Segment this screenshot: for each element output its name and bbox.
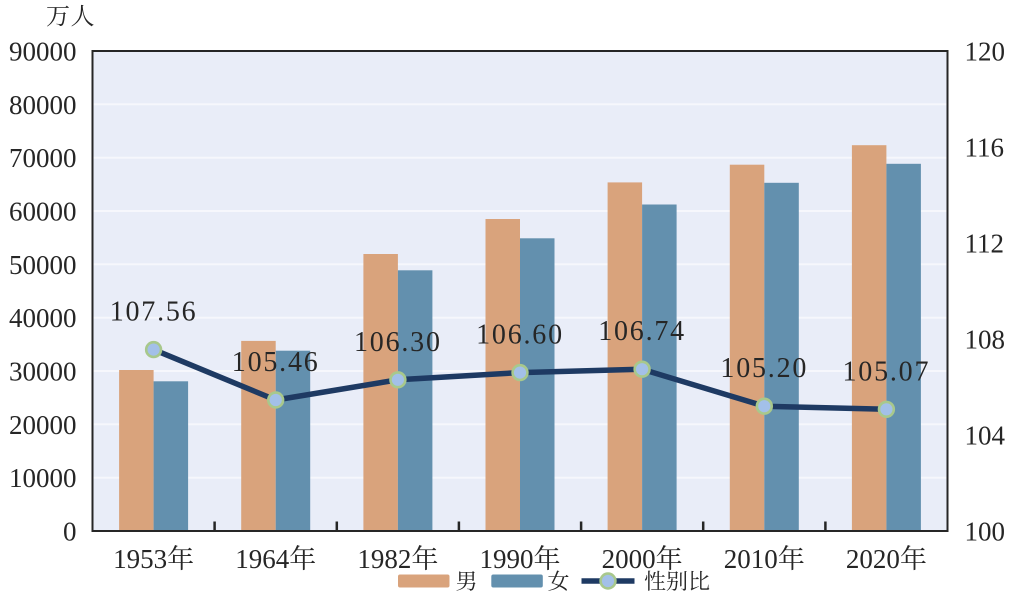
svg-text:10000: 10000 (9, 463, 77, 493)
svg-text:105.20: 105.20 (720, 353, 808, 384)
svg-text:1990: 1990 (480, 544, 534, 574)
svg-text:60000: 60000 (9, 197, 77, 227)
svg-text:80000: 80000 (9, 90, 77, 120)
svg-text:1953: 1953 (113, 544, 167, 574)
svg-text:120: 120 (965, 37, 1006, 67)
svg-text:1982: 1982 (357, 544, 411, 574)
svg-text:0: 0 (63, 517, 77, 547)
svg-text:106.30: 106.30 (354, 327, 442, 358)
svg-text:20000: 20000 (9, 410, 77, 440)
svg-text:30000: 30000 (9, 357, 77, 387)
svg-text:40000: 40000 (9, 303, 77, 333)
svg-text:107.56: 107.56 (110, 297, 198, 328)
svg-text:1964: 1964 (235, 544, 290, 574)
svg-text:50000: 50000 (9, 250, 77, 280)
svg-text:105.07: 105.07 (842, 356, 930, 387)
svg-text:108: 108 (965, 325, 1006, 355)
svg-text:2020: 2020 (846, 544, 900, 574)
svg-text:2000: 2000 (602, 544, 656, 574)
svg-text:2010: 2010 (724, 544, 778, 574)
svg-text:106.74: 106.74 (598, 316, 686, 347)
svg-text:116: 116 (965, 133, 1005, 163)
svg-text:70000: 70000 (9, 143, 77, 173)
svg-text:90000: 90000 (9, 37, 77, 67)
svg-text:100: 100 (965, 517, 1006, 547)
svg-text:104: 104 (965, 421, 1006, 451)
svg-text:105.46: 105.46 (232, 347, 320, 378)
svg-text:106.60: 106.60 (476, 320, 564, 351)
svg-text:112: 112 (965, 229, 1005, 259)
